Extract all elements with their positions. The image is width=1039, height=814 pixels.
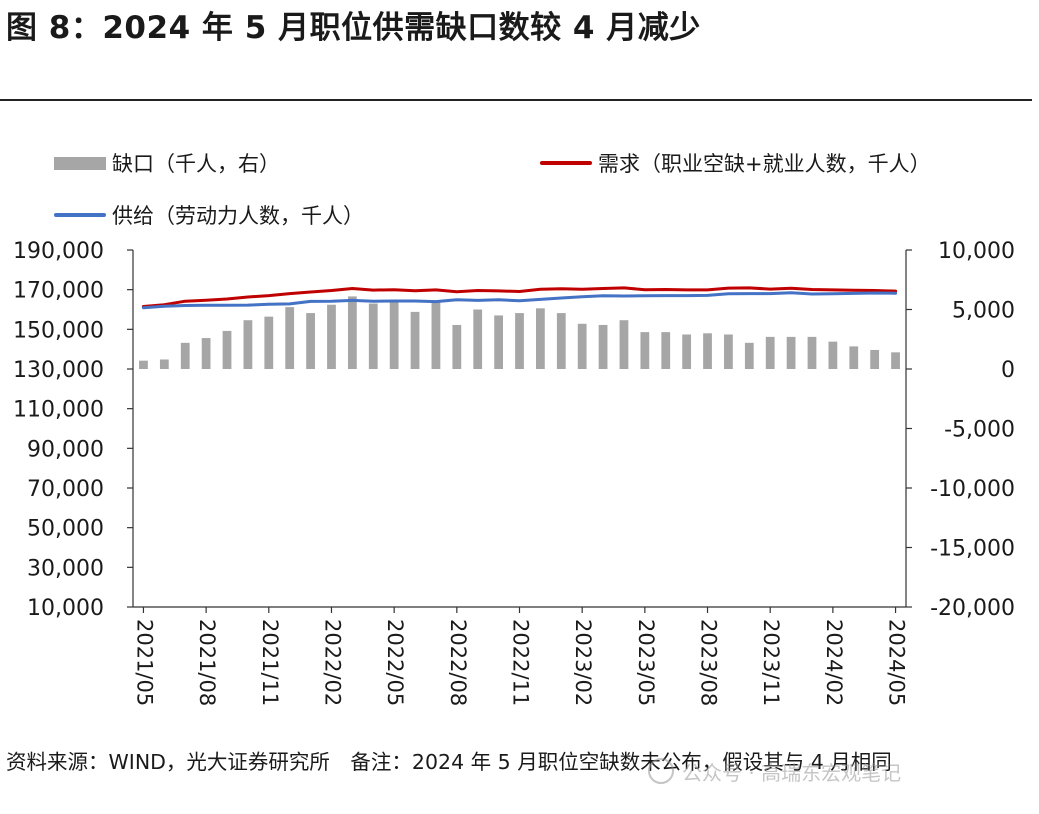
gap-bar [556, 313, 566, 369]
x-tick-label: 2023/11 [759, 619, 783, 706]
gap-bar [264, 316, 274, 369]
left-tick-label: 190,000 [13, 239, 104, 264]
gap-bar [619, 320, 629, 369]
right-tick-label: 5,000 [952, 299, 1015, 324]
x-tick-label: 2021/08 [195, 619, 219, 706]
gap-bar [598, 324, 608, 369]
gap-bar [724, 334, 733, 369]
left-tick-label: 90,000 [27, 437, 104, 462]
x-tick-label: 2023/08 [697, 619, 721, 706]
gap-bar [139, 360, 148, 369]
legend-item-demand: 需求（职业空缺+就业人数，千人） [540, 148, 931, 178]
gap-bar [243, 320, 253, 369]
gap-bar [389, 299, 399, 369]
legend-label-supply: 供给（劳动力人数，千人） [112, 204, 364, 228]
gap-bar [765, 336, 775, 369]
gap-bar [431, 301, 441, 369]
left-tick-label: 110,000 [13, 398, 104, 423]
gap-bar [515, 313, 524, 369]
legend-item-supply: 供给（劳动力人数，千人） [54, 200, 364, 230]
gap-bar [870, 349, 880, 369]
gap-bar [891, 352, 900, 369]
x-tick-label: 2022/05 [383, 619, 407, 706]
left-tick-label: 150,000 [13, 318, 104, 343]
legend-item-gap: 缺口（千人，右） [54, 148, 280, 178]
gap-bar [828, 341, 838, 369]
right-tick-label: -15,000 [930, 537, 1015, 562]
legend-label-demand: 需求（职业空缺+就业人数，千人） [598, 152, 931, 176]
gap-bar [577, 323, 587, 369]
gap-bar [452, 324, 462, 369]
chart-title: 图 8：2024 年 5 月职位供需缺口数较 4 月减少 [6, 10, 701, 46]
x-tick-label: 2023/02 [571, 619, 595, 706]
title-divider [0, 99, 1032, 101]
gap-bar [682, 334, 692, 369]
right-tick-label: -20,000 [930, 596, 1015, 621]
gap-bar [494, 315, 503, 369]
legend-swatch-demand [540, 161, 592, 165]
x-tick-label: 2021/05 [132, 619, 156, 706]
source-note: 资料来源：WIND，光大证券研究所 备注：2024 年 5 月职位空缺数未公布，… [6, 750, 892, 774]
gap-bar [285, 307, 295, 369]
left-tick-label: 10,000 [27, 596, 104, 621]
left-tick-label: 170,000 [13, 279, 104, 304]
left-tick-label: 70,000 [27, 477, 104, 502]
gap-bar [347, 296, 357, 369]
left-tick-label: 50,000 [27, 517, 104, 542]
gap-bar [410, 311, 420, 369]
gap-bar [640, 332, 650, 369]
gap-bar [703, 333, 712, 369]
gap-bar [849, 346, 859, 369]
demand-line [141, 286, 898, 308]
x-tick-label: 2022/02 [320, 619, 344, 706]
gap-bar [473, 309, 483, 369]
wechat-icon [648, 758, 674, 784]
right-tick-label: -10,000 [930, 477, 1015, 502]
gap-bar [327, 304, 336, 369]
watermark: 公众号 · 高瑞东宏观笔记 [648, 757, 901, 786]
legend-swatch-supply [54, 213, 106, 217]
gap-bar [222, 330, 232, 369]
gap-bar [368, 303, 378, 369]
supply-line [141, 291, 898, 310]
gap-bar [536, 308, 545, 369]
gap-bar [180, 342, 190, 369]
right-tick-label: 0 [1001, 358, 1015, 383]
x-tick-label: 2021/11 [258, 619, 282, 706]
x-tick-label: 2022/08 [446, 619, 470, 706]
x-tick-label: 2022/11 [509, 619, 533, 706]
gap-bar [306, 313, 315, 369]
legend-swatch-gap [54, 156, 106, 170]
gap-bar [807, 336, 817, 369]
gap-bar [786, 336, 796, 369]
x-tick-label: 2023/05 [634, 619, 658, 706]
left-tick-label: 30,000 [27, 556, 104, 581]
watermark-text: 公众号 · 高瑞东宏观笔记 [682, 761, 902, 785]
left-tick-label: 130,000 [13, 358, 104, 383]
x-tick-label: 2024/05 [885, 619, 909, 706]
right-tick-label: -5,000 [944, 418, 1015, 443]
right-tick-label: 10,000 [938, 239, 1015, 264]
gap-bar [201, 338, 211, 369]
legend-label-gap: 缺口（千人，右） [112, 152, 280, 176]
gap-bar [159, 359, 169, 369]
gap-bar [661, 332, 671, 369]
gap-bar [744, 342, 754, 369]
x-tick-label: 2024/02 [822, 619, 846, 706]
